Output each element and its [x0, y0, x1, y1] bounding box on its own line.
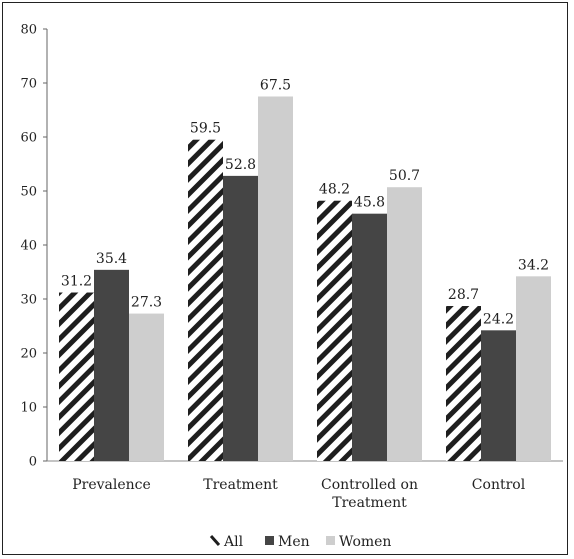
y-tick-label: 60: [20, 131, 37, 146]
bar-all: [317, 200, 352, 461]
category-label: Prevalence: [72, 477, 151, 493]
bars-layer: [59, 96, 551, 461]
category-label: Controlled on: [321, 477, 418, 493]
bar-women: [516, 276, 551, 461]
value-label: 28.7: [448, 287, 479, 303]
value-label: 67.5: [260, 78, 291, 94]
value-label: 45.8: [354, 195, 385, 211]
y-tick-label: 70: [20, 77, 37, 92]
bar-men: [94, 269, 129, 461]
bar-all: [188, 139, 223, 461]
value-label: 27.3: [131, 295, 162, 311]
y-tick-label: 20: [20, 347, 37, 362]
value-label: 48.2: [319, 182, 350, 198]
legend-label-women: Women: [339, 534, 391, 550]
bar-men: [223, 175, 258, 461]
bar-chart: 0 10 20 30 40 50 60 70 80 31.235.4 27.3 Prevalence…: [20, 23, 563, 550]
bar-men: [352, 213, 387, 461]
legend-label-all: All: [223, 534, 244, 550]
value-label: 24.2: [483, 311, 514, 327]
y-tick-label: 30: [20, 293, 37, 308]
legend-swatch-all: [209, 535, 221, 546]
value-label: 34.2: [518, 257, 549, 273]
value-label: 31.2: [61, 274, 92, 290]
y-tick-label: 50: [20, 185, 37, 200]
legend: All Men Women: [209, 534, 391, 550]
value-label: 35.4: [96, 251, 127, 267]
legend-label-men: Men: [278, 534, 310, 550]
chart-frame: 0 10 20 30 40 50 60 70 80 31.2 35.4 27.3 Prevalence…: [2, 2, 568, 555]
legend-swatch-women: [326, 536, 335, 545]
bar-women: [129, 313, 164, 461]
category-label: Treatment: [203, 477, 278, 493]
bar-women: [258, 96, 293, 461]
labels-layer: 31.235.4 27.3 Prevalence 59.5 52.8 67.5 Treatm…: [61, 78, 549, 512]
value-label: 52.8: [225, 157, 256, 173]
bar-women: [387, 187, 422, 461]
value-label: 50.7: [389, 168, 420, 184]
y-tick-label: 80: [20, 23, 37, 38]
bar-all: [446, 306, 481, 461]
y-tick-label: 10: [20, 401, 37, 416]
bar-all: [59, 292, 94, 461]
category-label: Treatment: [332, 495, 407, 511]
legend-swatch-men: [265, 536, 274, 545]
value-label: 59.5: [190, 121, 221, 137]
bar-men: [481, 330, 516, 461]
category-label: Control: [472, 477, 526, 493]
y-tick-label: 40: [20, 239, 37, 254]
y-tick-label: 0: [29, 455, 37, 470]
axis-layer: 0 10 20 30 40 50 60 70 80: [20, 23, 563, 470]
